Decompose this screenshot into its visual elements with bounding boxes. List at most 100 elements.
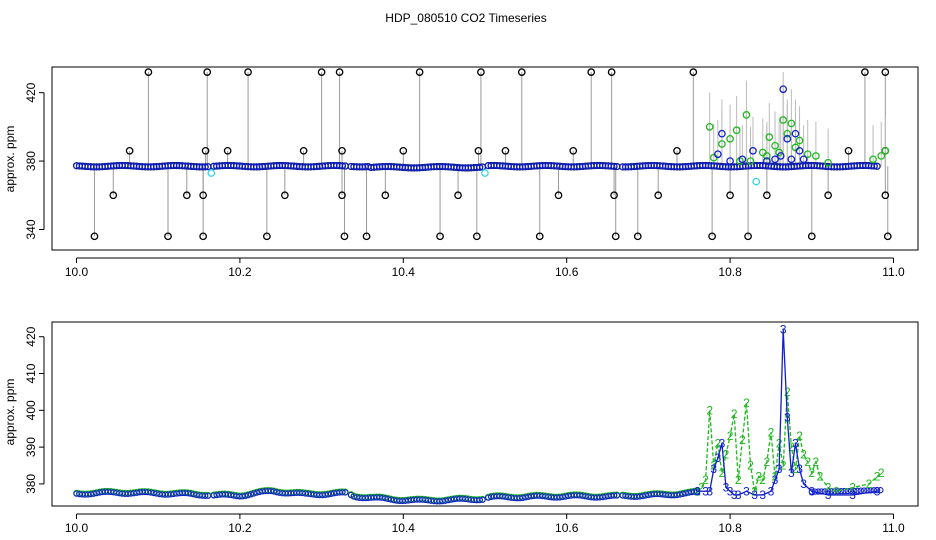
top-data-marks: [72, 68, 892, 241]
green-excursion-point: [705, 123, 714, 131]
series-point-label-2: 2: [723, 447, 730, 461]
series-point-label-2: 2: [817, 470, 824, 484]
bottom-blue-marker: [516, 494, 523, 502]
raw-mid-point: [125, 146, 134, 155]
bottom-blue-marker: [633, 493, 641, 500]
top-x-tick-label: 11.0: [882, 265, 905, 279]
baseline-point: [201, 163, 209, 171]
blue-excursion-point: [771, 155, 779, 164]
bottom-blue-marker: [202, 492, 209, 499]
series-point-label-3: 3: [759, 488, 766, 502]
cyan-point: [481, 169, 489, 177]
top-x-tick-label: 10.0: [65, 265, 89, 279]
bottom-x-tick-label: 10.0: [65, 521, 89, 535]
series-point-label-3: 3: [780, 322, 787, 336]
series-point-label-2: 2: [804, 455, 811, 469]
green-excursion-point: [877, 152, 886, 160]
bottom-blue-marker: [841, 487, 848, 495]
bottom-line-panel: approx. ppm 10.0 10.2 10.4 10.6 10.8 11.0 380 3…: [3, 321, 919, 535]
raw-high-point: [881, 68, 890, 76]
blue-excursion-point: [779, 85, 788, 94]
bottom-blue-marker: [828, 488, 835, 495]
top-plot-frame: [51, 66, 919, 251]
raw-low-point: [726, 191, 734, 200]
series-point-label-3: 3: [723, 481, 730, 495]
series-point-label-3: 3: [874, 484, 881, 498]
raw-mid-point: [201, 146, 210, 155]
raw-low-point: [807, 232, 816, 241]
cyan-point: [207, 169, 216, 177]
series-point-label-2: 2: [796, 429, 803, 443]
series-point-label-3: 3: [727, 484, 734, 498]
raw-high-point: [689, 68, 698, 76]
series-point-label-3: 3: [849, 488, 856, 502]
bottom-blue-marker: [867, 487, 874, 494]
series-point-label-2: 2: [714, 436, 721, 450]
series-point-label-3: 3: [731, 488, 738, 502]
raw-high-point: [415, 68, 424, 76]
series-point-label-2: 2: [874, 470, 881, 484]
series-point-label-2: 2: [747, 459, 754, 473]
series-point-label-3: 3: [743, 484, 750, 498]
raw-low-point: [362, 232, 371, 241]
baseline-point: [476, 163, 484, 171]
raw-low-point: [338, 191, 346, 200]
green-excursion-point: [742, 111, 751, 119]
top-axes: 10.0 10.2 10.4 10.6 10.8 11.0 340 380 420: [24, 82, 905, 279]
raw-mid-point: [569, 146, 578, 155]
raw-low-point: [535, 232, 544, 241]
raw-low-point: [611, 232, 620, 241]
bottom-blue-marker: [670, 492, 678, 499]
blue-excursion-point: [763, 157, 771, 165]
green-excursion-point: [803, 150, 812, 159]
bottom-blue-marker: [874, 487, 881, 494]
series-line-2: [696, 391, 882, 492]
series-point-label-2: 2: [743, 396, 750, 410]
bottom-y-tick-label: 390: [24, 437, 38, 457]
blue-excursion-point: [791, 129, 800, 138]
bottom-blue-marker: [877, 487, 884, 494]
series-point-label-3: 3: [706, 484, 713, 498]
series-point-label-2: 2: [735, 473, 742, 487]
raw-mid-point: [673, 146, 681, 155]
blue-excursion-point: [795, 146, 804, 155]
top-x-tick-label: 10.4: [392, 265, 416, 279]
series-point-label-2: 2: [788, 440, 795, 454]
raw-mid-point: [299, 146, 308, 155]
raw-low-point: [340, 232, 349, 241]
series-point-label-2: 2: [866, 477, 873, 491]
green-excursion-point: [787, 119, 796, 128]
series-point-label-3: 3: [735, 488, 742, 502]
green-excursion-point: [824, 158, 832, 167]
top-x-tick-label: 10.6: [555, 265, 579, 279]
blue-excursion-point: [799, 155, 808, 164]
raw-low-point: [90, 232, 99, 241]
series-point-label-3: 3: [800, 477, 807, 491]
raw-low-point: [883, 232, 892, 241]
bottom-blue-marker: [342, 489, 349, 496]
raw-high-point: [244, 68, 252, 76]
bottom-y-tick-label: 420: [24, 326, 38, 346]
series-point-label-3: 3: [719, 436, 726, 450]
series-point-label-3: 3: [808, 484, 815, 498]
bottom-blue-marker: [824, 488, 832, 495]
bottom-blue-marker: [690, 488, 698, 495]
bottom-blue-marker: [479, 496, 486, 503]
series-point-label-3: 3: [694, 484, 701, 498]
green-excursion-point: [795, 136, 804, 145]
raw-mid-point: [338, 146, 346, 155]
series-point-label-2: 2: [849, 481, 856, 495]
series-point-label-2: 2: [792, 462, 799, 476]
raw-low-point: [824, 191, 832, 200]
series-point-label-3: 3: [751, 488, 758, 502]
series-point-label-2: 2: [764, 455, 771, 469]
series-point-label-2: 2: [813, 455, 820, 469]
series-point-label-3: 3: [796, 462, 803, 476]
raw-mid-point: [399, 146, 408, 155]
series-point-label-2: 2: [833, 484, 840, 498]
series-point-label-2: 2: [719, 466, 726, 480]
series-point-label-2: 2: [772, 470, 779, 484]
raw-mid-point: [474, 146, 483, 155]
